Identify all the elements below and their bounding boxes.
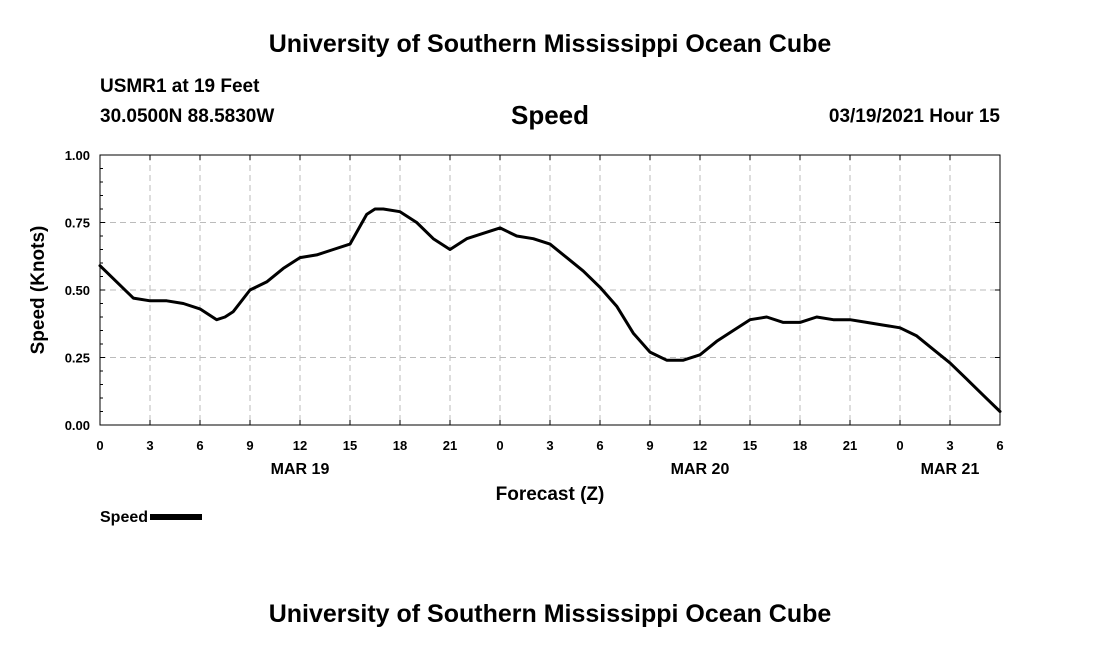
- series-line-speed: [98, 207, 1002, 413]
- x-tick-label: 0: [896, 438, 903, 453]
- y-tick-label: 0.75: [65, 216, 90, 231]
- x-tick-label: 12: [293, 438, 307, 453]
- x-tick-label: 3: [546, 438, 553, 453]
- x-tick-label: 0: [496, 438, 503, 453]
- date-label: MAR 19: [271, 461, 330, 478]
- x-tick-label: 3: [146, 438, 153, 453]
- station-label: USMR1 at 19 Feet: [100, 76, 260, 97]
- y-tick-label: 0.25: [65, 351, 90, 366]
- legend-label: Speed: [100, 509, 149, 526]
- axis-ticks: [99, 154, 1001, 426]
- page-title: University of Southern Mississippi Ocean…: [268, 30, 832, 58]
- x-tick-label: 15: [743, 438, 757, 453]
- chart-title: Speed: [510, 100, 590, 130]
- coordinates-label: 30.0500N 88.5830W: [100, 106, 275, 127]
- y-tick-label: 1.00: [65, 148, 90, 163]
- legend: Speed: [100, 509, 203, 527]
- y-axis-title: Speed (Knots): [28, 226, 49, 355]
- x-tick-label: 9: [246, 438, 253, 453]
- date-label: MAR 20: [671, 461, 730, 478]
- x-tick-label: 3: [946, 438, 953, 453]
- x-tick-label: 9: [646, 438, 653, 453]
- series-layer: [98, 207, 1002, 413]
- x-tick-label: 18: [793, 438, 807, 453]
- grid-lines: [100, 155, 1000, 425]
- y-tick-label: 0.00: [65, 418, 90, 433]
- date-label: MAR 21: [921, 461, 980, 478]
- x-tick-label: 18: [393, 438, 407, 453]
- timestamp-label: 03/19/2021 Hour 15: [828, 106, 1000, 127]
- x-tick-label: 21: [843, 438, 857, 453]
- legend-swatch: [150, 513, 203, 520]
- x-tick-label: 15: [343, 438, 357, 453]
- x-tick-label: 6: [596, 438, 603, 453]
- x-tick-label: 12: [693, 438, 707, 453]
- axis-labels: 0 3 6 9 12 15 18 21 0 3 6 9 12 15 18 21 0 3 6 0.00 0.25 0.50 0…: [65, 148, 1004, 478]
- y-tick-label: 0.50: [65, 283, 90, 298]
- x-tick-label: 0: [96, 438, 103, 453]
- x-tick-label: 21: [443, 438, 457, 453]
- x-axis-title: Forecast (Z): [496, 484, 605, 505]
- x-tick-label: 6: [196, 438, 203, 453]
- footer-title: University of Southern Mississippi Ocean…: [268, 600, 832, 628]
- x-tick-label: 6: [996, 438, 1003, 453]
